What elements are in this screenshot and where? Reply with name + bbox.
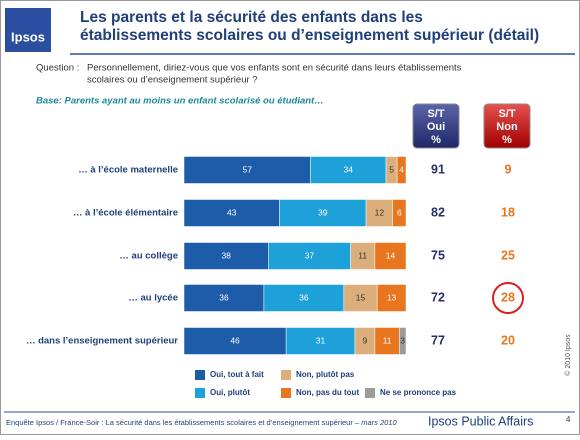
data-label: 43 (227, 207, 237, 217)
footer-source-text: Enquête Ipsos / France-Soir : La sécurit… (6, 418, 353, 427)
base-note: Base: Parents ayant au moins un enfant s… (36, 96, 324, 107)
data-label: 9 (363, 335, 368, 345)
bar-segment (343, 284, 378, 312)
bar-segment (183, 199, 280, 227)
bar-segment (374, 242, 407, 270)
total-header: S/T (427, 108, 444, 120)
total-header: Oui (427, 121, 445, 133)
data-label: 46 (230, 335, 240, 345)
category-label: … dans l’enseignement supérieur (26, 336, 178, 347)
total-header: % (502, 134, 512, 146)
bar-segment (374, 327, 400, 355)
bar-segment (350, 242, 376, 270)
data-label: 38 (221, 250, 231, 260)
bar-segment (263, 284, 345, 312)
data-label: 11 (358, 250, 367, 260)
data-label: 57 (243, 164, 253, 174)
data-label: 36 (299, 292, 309, 302)
legend-label: Non, pas du tout (296, 388, 359, 397)
footer-source: Enquête Ipsos / France-Soir : La sécurit… (6, 418, 397, 427)
logo-box (5, 8, 51, 52)
total-header-box (412, 103, 460, 149)
data-label: 4 (399, 164, 404, 174)
total-header: % (431, 134, 441, 146)
bar-segment (376, 284, 407, 312)
total-value: 72 (431, 290, 445, 304)
data-label: 34 (344, 164, 354, 174)
data-label: 31 (316, 335, 326, 345)
total-value: 75 (431, 248, 445, 262)
bar-segment (392, 199, 407, 227)
total-value: 18 (501, 205, 515, 219)
total-value: 28 (501, 290, 515, 304)
data-label: 14 (386, 250, 396, 260)
total-value: 82 (431, 205, 445, 219)
title: Les parents et la sécurité des enfants d… (80, 9, 423, 26)
question: Personnellement, diriez-vous que vos enf… (87, 63, 462, 74)
legend-label: Ne se prononce pas (380, 388, 457, 397)
total-header: S/T (498, 108, 515, 120)
legend-swatch (195, 370, 205, 380)
bar-segment (183, 327, 287, 355)
data-label: 37 (305, 250, 315, 260)
total-value: 77 (431, 333, 445, 347)
brand: Ipsos Public Affairs (428, 414, 533, 428)
logo: Ipsos (11, 29, 45, 44)
data-label: 3 (400, 335, 405, 345)
legend-swatch (281, 388, 291, 398)
data-label: 12 (375, 207, 385, 217)
bar-segment (183, 242, 269, 270)
legend-swatch (195, 388, 205, 398)
category-label: … à l’école élémentaire (73, 208, 178, 219)
legend-label: Oui, plutôt (210, 388, 250, 397)
category-label: … à l’école maternelle (78, 165, 178, 176)
legend-label: Non, plutôt pas (296, 370, 355, 379)
bar-segment (285, 327, 356, 355)
total-value: 9 (505, 162, 512, 176)
total-value: 25 (501, 248, 515, 262)
bar-segment (183, 156, 311, 184)
legend-swatch (281, 370, 291, 380)
bar-segment (396, 156, 407, 184)
legend-swatch (365, 388, 375, 398)
bar-segment (183, 284, 265, 312)
question: scolaires ou d’enseignement supérieur ? (87, 75, 258, 86)
data-label: 15 (356, 292, 366, 302)
total-value: 91 (431, 162, 445, 176)
footer-date: – mars 2010 (354, 418, 398, 427)
total-value: 20 (501, 333, 515, 347)
data-label: 11 (383, 335, 392, 345)
total-header: Non (496, 121, 518, 133)
page-number: 4 (566, 415, 571, 424)
title: établissements scolaires ou d’enseigneme… (80, 27, 539, 44)
question-label: Question : (36, 63, 79, 74)
copyright: © 2010 Ipsos (564, 334, 572, 376)
data-label: 36 (219, 292, 229, 302)
category-label: … au collège (119, 251, 178, 262)
data-label: 39 (318, 207, 328, 217)
data-label: 6 (397, 207, 402, 217)
data-label: 5 (389, 164, 394, 174)
total-header-box (483, 103, 531, 149)
data-label: 13 (387, 292, 397, 302)
highlight-circle (492, 282, 524, 314)
category-label: … au lycée (128, 293, 178, 304)
legend-label: Oui, tout à fait (210, 370, 264, 379)
bar-segment (268, 242, 351, 270)
bar-segment (399, 327, 407, 355)
